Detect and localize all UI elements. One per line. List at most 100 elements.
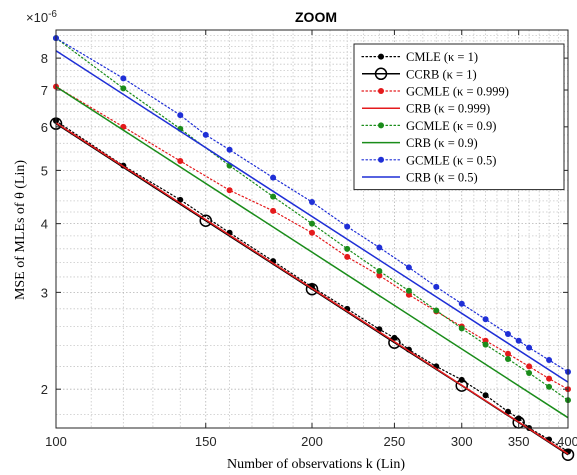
data-point [546,357,553,364]
data-point [388,336,401,349]
x-tick-label: 250 [384,434,406,449]
series-line [55,86,569,390]
legend-label: CRB (κ = 0.9) [406,136,478,150]
y-exponent: ×10-6 [26,9,57,25]
data-point [199,214,213,227]
legend-item: CCRB (κ = 1) [362,67,477,81]
legend-box [353,43,565,191]
legend: CMLE (κ = 1) CCRB (κ = 1) GCMLE (κ = 0.999… [353,43,565,191]
data-point [376,244,383,251]
series-6 [55,86,569,419]
data-point [270,207,277,214]
data-point [526,370,533,377]
data-point [546,375,553,382]
x-tick-label: 400 [557,434,577,449]
data-point [309,229,315,236]
data-point [226,187,233,194]
series-8 [55,50,569,383]
data-point [344,223,351,230]
data-point [405,287,412,294]
x-axis-label: Number of observations k (Lin) [227,457,405,472]
data-point [504,330,511,337]
series-7 [53,35,571,375]
y-tick-label: 2 [41,382,48,397]
y-exponent-base: ×10 [26,10,48,25]
y-exponent-power: -6 [48,9,57,20]
ticks: 100 150 200 250 300 350 400 2 3 4 5 6 7 8 [41,30,577,449]
legend-label: CMLE (κ = 1) [406,50,478,64]
data-point [515,337,522,344]
data-point [376,268,383,275]
x-tick-label: 100 [45,434,67,449]
legend-item: GCMLE (κ = 0.9) [361,119,496,133]
chart-title: ZOOM [295,9,337,25]
x-tick-label: 200 [301,434,323,449]
data-point [344,245,351,252]
legend-label: GCMLE (κ = 0.9) [406,119,496,133]
data-point [482,316,489,323]
y-tick-label: 4 [41,217,48,232]
data-point [482,392,489,399]
legend-item: CRB (κ = 0.5) [362,171,478,185]
legend-marker [378,122,384,129]
x-tick-label: 150 [195,434,217,449]
data-point [433,283,440,290]
data-point [376,272,383,279]
data-point [202,131,209,138]
data-point [120,75,127,82]
data-point [504,408,511,415]
data-point [226,146,233,153]
legend-item: CMLE (κ = 1) [361,50,478,64]
legend-item: GCMLE (κ = 0.999) [361,85,509,99]
legend-label: CRB (κ = 0.999) [406,102,490,116]
y-tick-label: 5 [41,163,48,178]
series-line [55,50,569,383]
data-point [455,379,469,392]
y-tick-label: 7 [41,83,48,98]
data-point [433,307,440,314]
data-point [270,174,277,181]
series-line [55,37,569,373]
legend-label: CCRB (κ = 1) [406,67,477,81]
data-point [504,350,511,357]
data-point [458,325,465,332]
legend-marker [378,53,384,60]
data-point [482,341,489,348]
x-tick-label: 300 [451,434,473,449]
series-4 [55,122,569,455]
data-point [270,193,277,200]
data-point [405,264,412,271]
series-line [55,122,569,455]
legend-marker [378,156,384,163]
data-point [177,196,184,203]
data-point [458,300,465,307]
data-point [344,253,351,260]
y-axis-label: MSE of MLEs of θ (Lin) [13,160,28,300]
data-point [120,85,127,92]
data-point [177,112,184,119]
y-tick-label: 8 [41,51,48,66]
y-tick-label: 3 [41,285,48,300]
data-point [309,220,315,227]
svg-text:×10-6: ×10-6 [26,9,57,25]
y-tick-label: 6 [41,120,48,135]
legend-marker [378,88,384,94]
data-point [526,344,533,351]
legend-item: CRB (κ = 0.9) [362,136,478,150]
legend-marker [374,67,388,81]
legend-item: GCMLE (κ = 0.5) [361,153,496,167]
data-point [561,448,575,461]
data-point [305,282,319,296]
x-tick-label: 350 [508,434,530,449]
data-point [177,158,184,165]
legend-label: CRB (κ = 0.5) [406,171,478,185]
grid [55,29,569,428]
legend-label: GCMLE (κ = 0.999) [406,85,509,99]
data-point [526,363,533,370]
legend-label: GCMLE (κ = 0.5) [406,153,496,167]
data-point [309,198,315,205]
data-point [504,355,511,362]
data-point [546,383,553,390]
legend-item: CRB (κ = 0.999) [362,102,490,116]
